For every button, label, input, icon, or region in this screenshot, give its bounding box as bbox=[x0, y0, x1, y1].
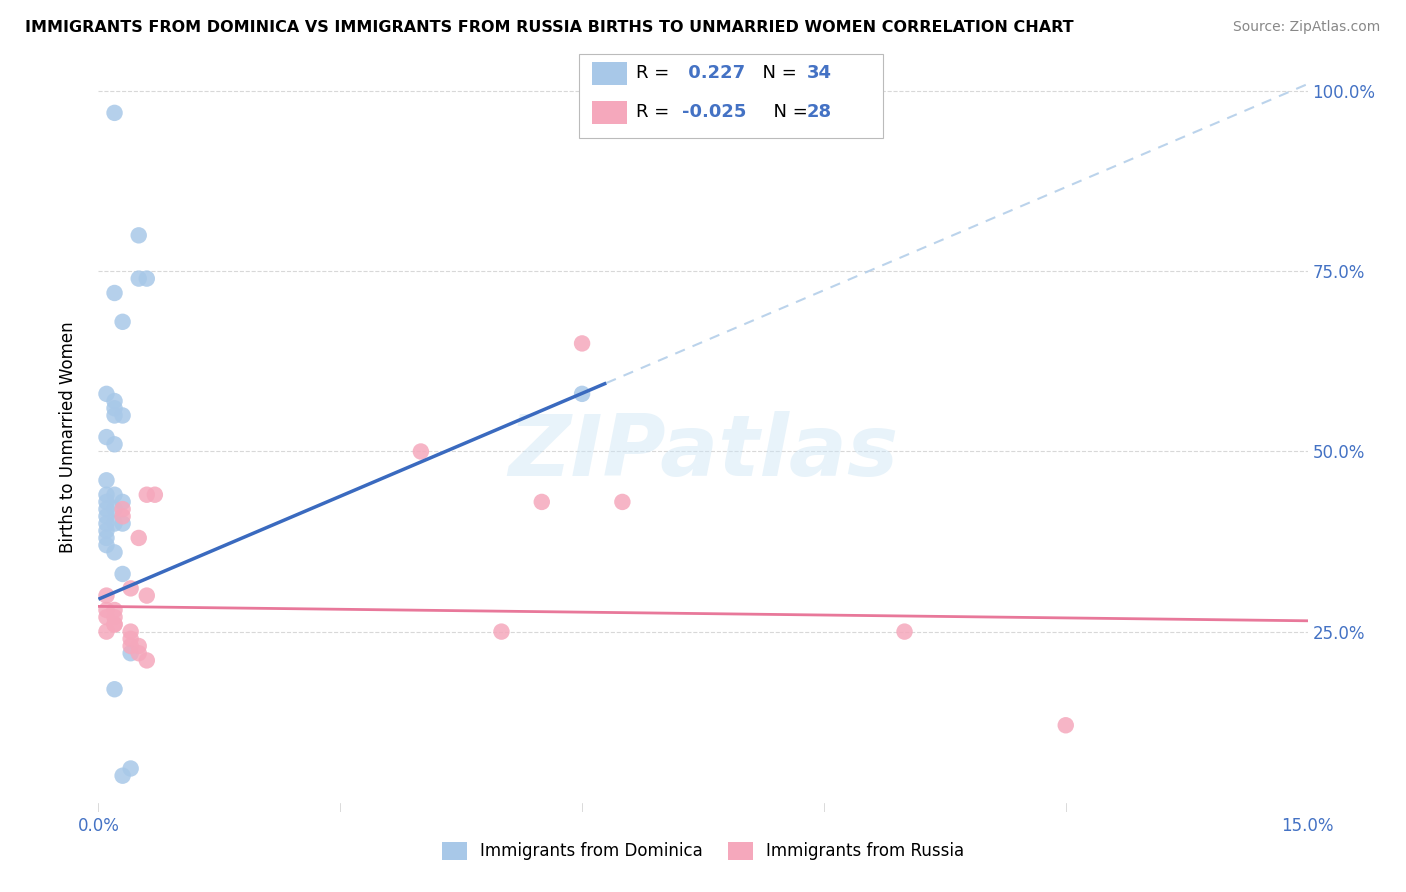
Point bbox=[135, 488, 157, 502]
Point bbox=[120, 624, 142, 639]
Point bbox=[96, 473, 118, 487]
Text: Source: ZipAtlas.com: Source: ZipAtlas.com bbox=[1233, 20, 1381, 34]
Point bbox=[135, 271, 157, 285]
Point bbox=[103, 401, 125, 416]
Text: 0.227: 0.227 bbox=[682, 64, 745, 82]
Point bbox=[96, 603, 118, 617]
Point bbox=[128, 228, 150, 243]
Point bbox=[893, 624, 915, 639]
Point bbox=[96, 495, 118, 509]
Text: R =: R = bbox=[636, 103, 675, 121]
Point bbox=[111, 502, 134, 516]
Y-axis label: Births to Unmarried Women: Births to Unmarried Women bbox=[59, 321, 77, 553]
Point bbox=[96, 610, 118, 624]
Point bbox=[103, 617, 125, 632]
Point bbox=[135, 589, 157, 603]
Legend: Immigrants from Dominica, Immigrants from Russia: Immigrants from Dominica, Immigrants fro… bbox=[434, 835, 972, 867]
Point bbox=[103, 285, 125, 300]
Point bbox=[128, 271, 150, 285]
Point bbox=[1054, 718, 1077, 732]
Point bbox=[96, 531, 118, 545]
Point bbox=[96, 624, 118, 639]
Point bbox=[103, 516, 125, 531]
Point bbox=[96, 502, 118, 516]
Point bbox=[530, 495, 553, 509]
Point bbox=[571, 336, 593, 351]
Point bbox=[491, 624, 513, 639]
Point bbox=[120, 762, 142, 776]
Point bbox=[96, 387, 118, 401]
Point bbox=[103, 545, 125, 559]
Point bbox=[111, 509, 134, 524]
Point bbox=[103, 437, 125, 451]
Point bbox=[96, 516, 118, 531]
Text: N =: N = bbox=[762, 103, 814, 121]
Point bbox=[111, 315, 134, 329]
Text: ZIPatlas: ZIPatlas bbox=[508, 410, 898, 493]
Point bbox=[111, 566, 134, 581]
Point bbox=[96, 430, 118, 444]
Point bbox=[96, 509, 118, 524]
Point bbox=[103, 409, 125, 423]
Point bbox=[111, 769, 134, 783]
Point bbox=[103, 603, 125, 617]
Point bbox=[111, 495, 134, 509]
Point bbox=[103, 394, 125, 409]
Point bbox=[143, 488, 166, 502]
Point bbox=[612, 495, 634, 509]
Point bbox=[111, 516, 134, 531]
Point bbox=[111, 409, 134, 423]
Point bbox=[103, 610, 125, 624]
Point bbox=[128, 531, 150, 545]
Point bbox=[571, 387, 593, 401]
Text: R =: R = bbox=[636, 64, 675, 82]
Point bbox=[128, 646, 150, 660]
Point bbox=[120, 632, 142, 646]
Text: N =: N = bbox=[751, 64, 803, 82]
Point bbox=[103, 502, 125, 516]
Point bbox=[103, 682, 125, 697]
Point bbox=[120, 639, 142, 653]
Text: 28: 28 bbox=[807, 103, 832, 121]
Text: -0.025: -0.025 bbox=[682, 103, 747, 121]
Point bbox=[96, 538, 118, 552]
Point bbox=[409, 444, 432, 458]
Point bbox=[96, 488, 118, 502]
Point bbox=[120, 646, 142, 660]
Point bbox=[120, 582, 142, 596]
Point bbox=[103, 106, 125, 120]
Point bbox=[96, 589, 118, 603]
Point bbox=[96, 524, 118, 538]
Point bbox=[103, 617, 125, 632]
Point bbox=[135, 653, 157, 667]
Point bbox=[103, 488, 125, 502]
Text: 34: 34 bbox=[807, 64, 832, 82]
Point bbox=[128, 639, 150, 653]
Text: IMMIGRANTS FROM DOMINICA VS IMMIGRANTS FROM RUSSIA BIRTHS TO UNMARRIED WOMEN COR: IMMIGRANTS FROM DOMINICA VS IMMIGRANTS F… bbox=[25, 20, 1074, 35]
